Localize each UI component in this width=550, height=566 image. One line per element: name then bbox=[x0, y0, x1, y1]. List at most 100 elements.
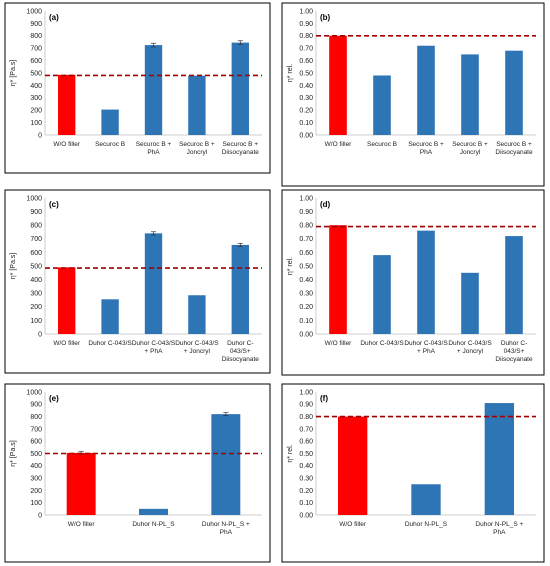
x-tick-label: W/O filler bbox=[325, 340, 353, 347]
y-axis-label: η* [Pa.s] bbox=[10, 60, 17, 87]
y-tick-label: 1.00 bbox=[299, 8, 313, 15]
y-tick-label: 700 bbox=[30, 426, 42, 433]
x-tick-label: Securoc B + bbox=[179, 141, 215, 148]
y-tick-label: 700 bbox=[30, 236, 42, 243]
y-tick-label: 0.20 bbox=[299, 108, 313, 115]
x-tick-label: PhA bbox=[147, 149, 160, 156]
x-tick-label: PhA bbox=[493, 529, 506, 536]
y-tick-label: 200 bbox=[30, 108, 42, 115]
x-tick-label: Diisocyanate bbox=[495, 149, 533, 156]
y-tick-label: 0.20 bbox=[299, 304, 313, 311]
bar bbox=[231, 42, 249, 136]
x-tick-label: Duhor C- bbox=[227, 340, 253, 347]
y-axis-label: η* [Pa.s] bbox=[10, 253, 17, 280]
y-tick-label: 100 bbox=[30, 318, 42, 325]
y-tick-label: 400 bbox=[30, 83, 42, 90]
x-tick-label: Diisocyanate bbox=[222, 149, 260, 156]
panel-title: (e) bbox=[49, 394, 59, 403]
y-tick-label: 400 bbox=[30, 277, 42, 284]
bar bbox=[144, 45, 163, 135]
y-tick-label: 0.50 bbox=[299, 451, 313, 458]
bar bbox=[461, 272, 479, 334]
y-tick-label: 500 bbox=[30, 451, 42, 458]
y-tick-label: 0.40 bbox=[299, 83, 313, 90]
y-tick-label: 0.10 bbox=[299, 318, 313, 325]
y-tick-label: 500 bbox=[30, 263, 42, 270]
x-tick-label: W/O filler bbox=[53, 141, 81, 148]
x-tick-label: Securoc B bbox=[95, 141, 125, 148]
x-tick-label: Securoc B + bbox=[496, 141, 532, 148]
y-tick-label: 300 bbox=[30, 95, 42, 102]
y-tick-label: 1000 bbox=[26, 195, 42, 202]
y-tick-label: 1.00 bbox=[299, 389, 313, 396]
x-tick-label: + PhA bbox=[417, 348, 436, 355]
bar bbox=[417, 45, 435, 135]
x-tick-label: Joncryl bbox=[187, 149, 208, 156]
y-tick-label: 0.50 bbox=[299, 70, 313, 77]
bar bbox=[411, 484, 441, 515]
bar bbox=[144, 233, 163, 334]
y-tick-label: 0 bbox=[38, 331, 42, 338]
y-tick-label: 0.30 bbox=[299, 476, 313, 483]
x-tick-label: Duhor N-PL_S bbox=[405, 521, 448, 528]
x-tick-label: Duhor C-043/S bbox=[88, 340, 132, 347]
y-tick-label: 0.90 bbox=[299, 209, 313, 216]
y-tick-label: 0.70 bbox=[299, 426, 313, 433]
x-tick-label: W/O filler bbox=[325, 141, 353, 148]
bar bbox=[417, 230, 435, 334]
x-tick-label: Diisocyanate bbox=[222, 356, 260, 363]
y-tick-label: 600 bbox=[30, 58, 42, 65]
y-tick-label: 0.80 bbox=[299, 414, 313, 421]
bar bbox=[373, 75, 391, 135]
bar bbox=[101, 109, 119, 135]
y-tick-label: 0.70 bbox=[299, 236, 313, 243]
y-tick-label: 900 bbox=[30, 402, 42, 409]
x-tick-label: 043/S+ bbox=[230, 348, 251, 355]
chart-panel-4: 0.00 0.10 0.20 0.30 0.40 0.50 0.60 0.70 0.80 0.90… bbox=[281, 189, 545, 376]
y-tick-label: 200 bbox=[30, 488, 42, 495]
y-tick-label: 0.60 bbox=[299, 250, 313, 257]
panel-border bbox=[4, 2, 271, 174]
y-tick-label: 800 bbox=[30, 223, 42, 230]
x-tick-label: W/O filler bbox=[53, 340, 81, 347]
y-tick-label: 0.10 bbox=[299, 500, 313, 507]
y-tick-label: 500 bbox=[30, 70, 42, 77]
y-tick-label: 0.20 bbox=[299, 488, 313, 495]
y-axis-label: η* rel. bbox=[287, 64, 294, 82]
x-tick-label: + PhA bbox=[145, 348, 164, 355]
x-tick-label: W/O filler bbox=[339, 521, 367, 528]
y-tick-label: 0.00 bbox=[299, 132, 313, 139]
y-axis-label: η* [Pa.s] bbox=[10, 440, 17, 467]
bar bbox=[66, 452, 96, 515]
y-tick-label: 0.90 bbox=[299, 21, 313, 28]
y-tick-label: 0.60 bbox=[299, 58, 313, 65]
chart-panel-3: 0 100 200 300 400 500 600 700 800 900 1000 η* [Pa.s… bbox=[4, 189, 271, 374]
x-tick-label: Duhor C-043/S bbox=[448, 340, 492, 347]
panel-title: (a) bbox=[49, 13, 59, 22]
x-tick-label: Duhor N-PL_S + bbox=[202, 521, 250, 528]
y-tick-label: 0.80 bbox=[299, 223, 313, 230]
y-tick-label: 900 bbox=[30, 21, 42, 28]
y-tick-label: 0 bbox=[38, 512, 42, 519]
bar bbox=[461, 54, 479, 135]
y-tick-label: 0.40 bbox=[299, 277, 313, 284]
x-tick-label: Diisocyanate bbox=[495, 356, 533, 363]
y-tick-label: 0.60 bbox=[299, 439, 313, 446]
panel-border bbox=[4, 189, 271, 374]
panel-border bbox=[281, 189, 545, 376]
y-tick-label: 300 bbox=[30, 476, 42, 483]
x-tick-label: + Joncryl bbox=[184, 348, 211, 355]
bar bbox=[101, 299, 119, 334]
y-axis-label: η* rel. bbox=[287, 257, 294, 275]
x-tick-label: PhA bbox=[220, 529, 233, 536]
y-tick-label: 600 bbox=[30, 250, 42, 257]
panel-title: (c) bbox=[49, 200, 59, 209]
x-tick-label: Securoc B + bbox=[136, 141, 172, 148]
y-tick-label: 0.50 bbox=[299, 263, 313, 270]
x-tick-label: Duhor C-043/S bbox=[132, 340, 176, 347]
y-tick-label: 0.70 bbox=[299, 46, 313, 53]
bar bbox=[231, 244, 249, 334]
bar bbox=[211, 414, 241, 515]
bar bbox=[338, 416, 368, 515]
